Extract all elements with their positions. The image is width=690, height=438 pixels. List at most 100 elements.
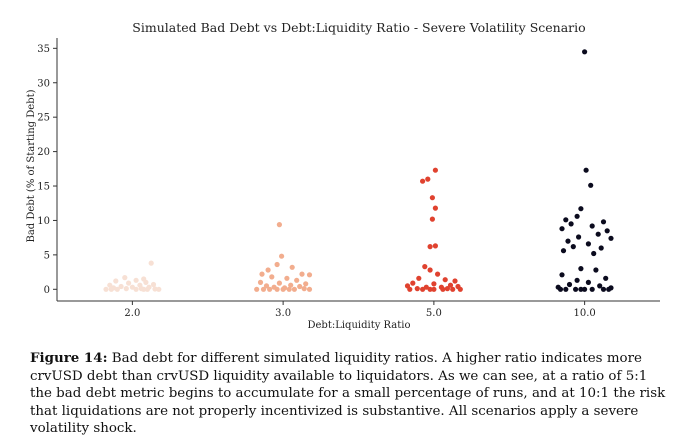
data-point xyxy=(589,286,595,292)
y-tick-label: 25 xyxy=(37,113,50,124)
data-point xyxy=(435,271,441,277)
data-point xyxy=(598,245,604,251)
data-point xyxy=(407,286,413,292)
data-point xyxy=(560,248,567,254)
data-point xyxy=(254,286,260,292)
data-point xyxy=(416,275,422,281)
data-point xyxy=(563,286,569,292)
x-axis-label: Debt:Liquidity Ratio xyxy=(307,320,410,331)
data-point xyxy=(306,286,313,292)
caption-text: Bad debt for different simulated liquidi… xyxy=(30,351,666,436)
data-point xyxy=(452,278,458,284)
data-point xyxy=(576,234,582,240)
data-point xyxy=(122,275,128,281)
data-point xyxy=(276,222,282,228)
data-point xyxy=(595,231,601,237)
data-point xyxy=(604,228,610,234)
data-point xyxy=(570,244,576,250)
data-point xyxy=(429,195,435,201)
data-point xyxy=(152,286,158,292)
data-point xyxy=(603,275,609,281)
data-point xyxy=(288,282,294,288)
data-point xyxy=(427,267,433,273)
data-point xyxy=(573,286,579,292)
data-point xyxy=(276,280,282,286)
data-point xyxy=(566,281,573,288)
data-point xyxy=(431,281,437,287)
data-point xyxy=(114,286,120,292)
data-point xyxy=(107,282,113,288)
data-point xyxy=(422,264,428,270)
data-point xyxy=(582,49,588,55)
data-point xyxy=(113,278,119,284)
data-point xyxy=(297,283,303,290)
data-point xyxy=(133,286,139,292)
data-point xyxy=(606,286,612,292)
y-tick-label: 0 xyxy=(44,285,50,296)
x-tick-label: 5.0 xyxy=(426,308,442,319)
data-point xyxy=(585,279,592,285)
y-axis-label: Bad Debt (% of Starting Debt) xyxy=(26,89,37,242)
data-point xyxy=(582,286,588,292)
data-point xyxy=(291,286,297,292)
data-point xyxy=(123,286,129,292)
data-point xyxy=(108,286,114,292)
y-tick-label: 5 xyxy=(44,250,50,261)
data-point xyxy=(432,205,438,211)
data-point xyxy=(425,176,431,182)
data-point xyxy=(583,167,589,173)
y-tick-label: 30 xyxy=(37,78,50,89)
data-point xyxy=(427,286,433,292)
data-point xyxy=(559,226,565,232)
y-tick-label: 15 xyxy=(37,182,50,193)
figure-caption: Figure 14: Bad debt for different simula… xyxy=(30,350,670,438)
x-tick-label: 3.0 xyxy=(275,308,291,319)
data-point xyxy=(156,286,162,292)
data-point xyxy=(427,244,433,250)
data-point xyxy=(263,283,270,289)
data-point xyxy=(578,206,584,212)
data-point xyxy=(150,281,157,288)
data-point xyxy=(432,167,438,173)
data-point xyxy=(585,241,592,247)
data-point xyxy=(600,286,607,292)
data-point xyxy=(260,286,267,292)
data-point xyxy=(279,253,285,259)
data-point xyxy=(450,286,456,292)
data-point xyxy=(588,182,594,188)
data-point xyxy=(574,213,580,219)
data-point xyxy=(274,286,280,292)
data-point xyxy=(591,250,597,257)
data-point xyxy=(259,271,265,277)
data-point xyxy=(420,286,426,292)
data-point xyxy=(440,286,446,292)
data-point xyxy=(294,277,300,283)
data-point xyxy=(578,286,584,292)
data-point xyxy=(414,286,420,292)
caption-label: Figure 14: xyxy=(30,350,108,366)
data-point xyxy=(126,280,132,286)
data-point xyxy=(144,286,150,292)
bad-debt-strip-chart: Simulated Bad Debt vs Debt:Liquidity Rat… xyxy=(26,20,660,331)
data-point xyxy=(444,286,450,292)
data-point xyxy=(457,286,463,292)
data-point xyxy=(574,277,580,283)
data-point xyxy=(568,221,574,227)
data-point xyxy=(557,286,564,292)
data-point xyxy=(143,279,149,285)
data-point xyxy=(118,283,124,290)
chart-title: Simulated Bad Debt vs Debt:Liquidity Rat… xyxy=(132,20,585,35)
data-point xyxy=(600,219,607,225)
data-point xyxy=(103,286,109,292)
data-point xyxy=(265,267,271,273)
x-tick-label: 2.0 xyxy=(124,308,140,319)
data-point xyxy=(432,243,438,249)
data-point xyxy=(133,277,139,283)
data-point xyxy=(141,286,147,292)
data-point xyxy=(597,283,603,289)
data-point xyxy=(429,216,435,222)
data-point xyxy=(286,286,292,292)
data-point xyxy=(306,272,313,278)
data-point xyxy=(410,280,416,286)
y-tick-label: 10 xyxy=(37,216,50,227)
